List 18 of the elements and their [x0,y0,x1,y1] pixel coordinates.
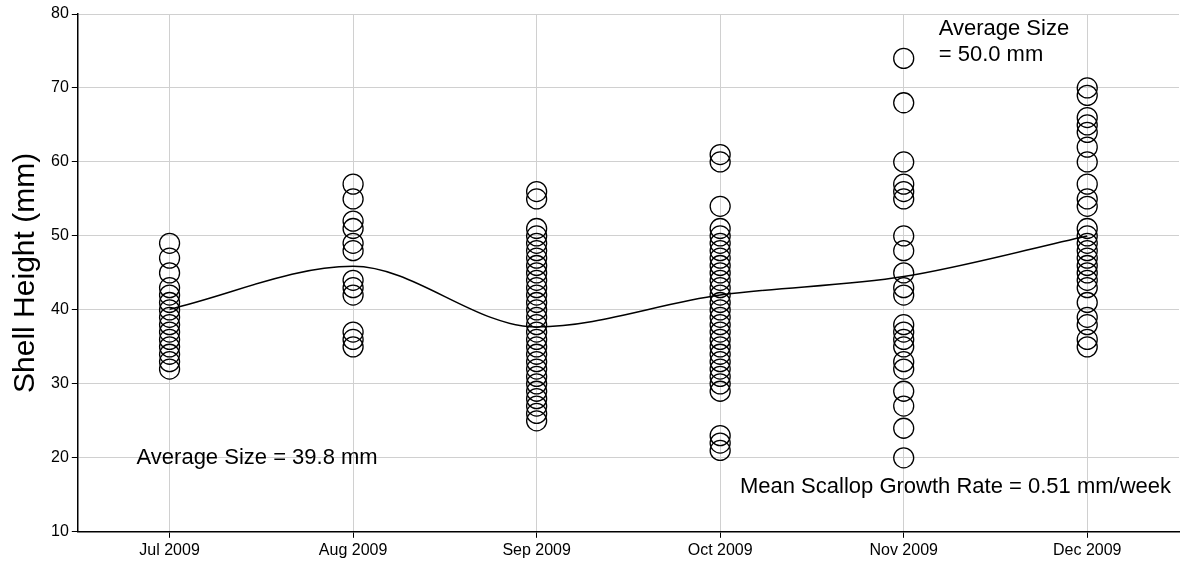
x-tick-label: Nov 2009 [869,540,939,558]
y-tick-label: 30 [51,374,69,392]
y-tick-label: 50 [51,226,69,244]
y-tick-label: 40 [51,300,69,318]
y-tick-label: 70 [51,78,69,96]
x-tick-label: Sep 2009 [502,540,571,558]
y-tick-label: 20 [51,448,69,466]
x-tick-label: Dec 2009 [1052,540,1122,558]
y-tick-label: 10 [51,522,69,540]
annotation: Average Size = 39.8 mm [136,443,378,469]
x-tick-label: Jul 2009 [139,540,200,558]
annotation: Average Size = 50.0 mm [938,14,1070,66]
x-tick-label: Aug 2009 [318,540,388,558]
annotation: Mean Scallop Growth Rate = 0.51 mm/week [739,473,1172,499]
y-tick-label: 60 [51,152,69,170]
x-tick-label: Oct 2009 [687,540,753,558]
y-tick-label: 80 [51,4,69,22]
y-axis-title: Shell Height (mm) [7,152,41,393]
